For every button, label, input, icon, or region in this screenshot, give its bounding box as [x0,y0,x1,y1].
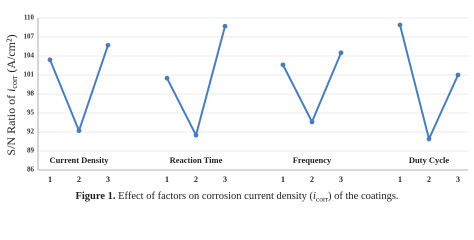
point [426,136,432,142]
y-axis-label: S/N Ratio of icorr (A/cm²) [4,34,19,155]
x-tick-label: 1 [48,175,52,184]
x-tick-label: 3 [456,175,460,184]
y-label-part: S/N Ratio of [4,92,18,156]
caption-part: corr [316,194,329,203]
line [166,25,226,138]
line [282,52,342,125]
line [49,44,109,134]
point [280,62,286,68]
y-tick-label: 86 [27,166,35,174]
point [397,22,403,28]
y-label-part: (A/cm²) [4,34,18,75]
x-tick-label: 3 [223,175,227,184]
panel-label: Current Density [49,155,109,165]
point [309,119,315,125]
y-tick-label: 98 [27,90,35,98]
point [222,23,228,29]
y-tick-label: 92 [27,128,35,136]
y-tick-label: 101 [24,71,35,79]
caption-part: i [313,191,316,202]
point [47,57,53,63]
y-tick-label: 95 [27,109,35,117]
x-tick-label: 3 [339,175,343,184]
point [338,50,344,56]
caption-part: Effect of factors on corrosion current d… [116,191,314,202]
x-tick-label: 2 [77,175,81,184]
caption-label: Figure 1. [75,191,115,202]
caption: Figure 1. Effect of factors on corrosion… [75,191,398,203]
point [193,132,199,138]
line [399,24,459,142]
x-tick-label: 2 [310,175,314,184]
x-tick-label: 1 [165,175,169,184]
x-tick-label: 2 [194,175,198,184]
panel-label: Reaction Time [170,155,223,165]
y-tick-label: 107 [24,33,35,41]
point [105,42,111,48]
y-tick-label: 89 [27,147,35,155]
y-tick-label: 110 [24,14,35,22]
point [455,72,461,78]
y-label-part: i [4,89,18,92]
x-tick-label: 2 [427,175,431,184]
x-tick-label: 1 [398,175,402,184]
panel-label: Frequency [293,155,332,165]
x-tick-label: 1 [281,175,285,184]
caption-part: ) of the coatings. [328,191,399,202]
point [164,75,170,81]
chart: S/N Ratio of icorr (A/cm²) Figure 1. Eff… [4,14,468,203]
panel-label: Duty Cycle [409,155,450,165]
y-tick-label: 104 [24,52,35,60]
x-tick-label: 3 [106,175,110,184]
point [76,128,82,134]
y-label-part: corr [10,75,19,88]
